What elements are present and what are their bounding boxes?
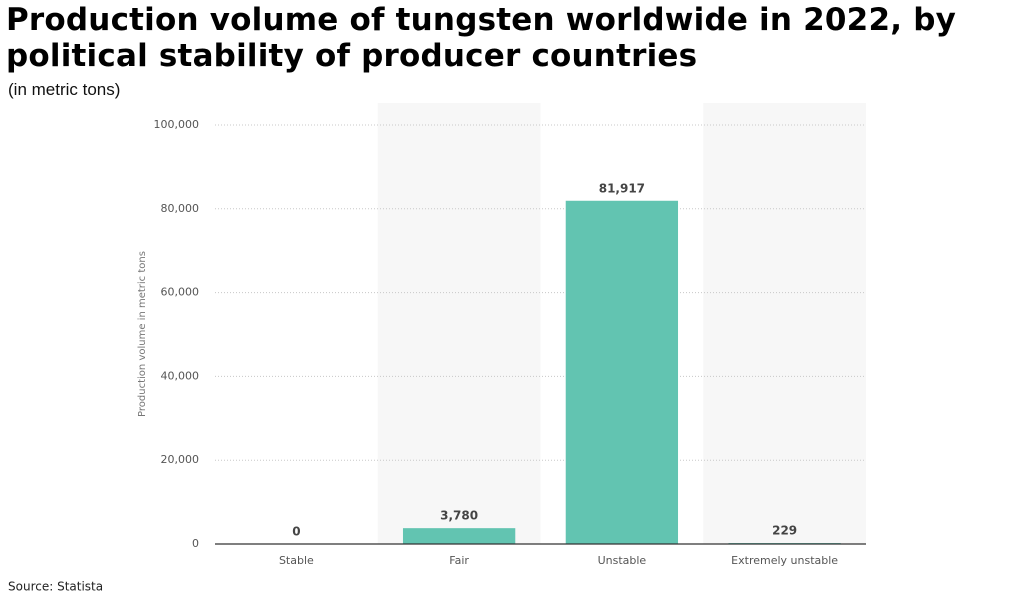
band-shade	[703, 103, 866, 544]
y-tick-label: 60,000	[161, 286, 200, 299]
y-tick-label: 80,000	[161, 202, 200, 215]
band-shade	[377, 103, 541, 544]
chart-title: Production volume of tungsten worldwide …	[6, 2, 956, 74]
y-tick-label: 20,000	[161, 453, 200, 466]
y-tick-label: 100,000	[154, 118, 200, 131]
source: Source: Statista	[8, 580, 103, 594]
x-tick-label: Stable	[279, 554, 314, 567]
x-tick-label: Extremely unstable	[731, 554, 838, 567]
y-axis-label: Production volume in metric tons	[137, 251, 148, 417]
value-label: 3,780	[440, 509, 478, 523]
value-label: 81,917	[599, 181, 645, 195]
bar	[402, 528, 516, 544]
x-tick-label: Unstable	[598, 554, 647, 567]
y-tick-label: 40,000	[161, 369, 200, 382]
bar	[565, 200, 679, 545]
value-label: 0	[292, 525, 300, 539]
x-tick-label: Fair	[449, 554, 469, 567]
y-tick-label: 0	[192, 537, 199, 550]
value-label: 229	[772, 524, 797, 538]
chart-subtitle: (in metric tons)	[8, 80, 121, 99]
